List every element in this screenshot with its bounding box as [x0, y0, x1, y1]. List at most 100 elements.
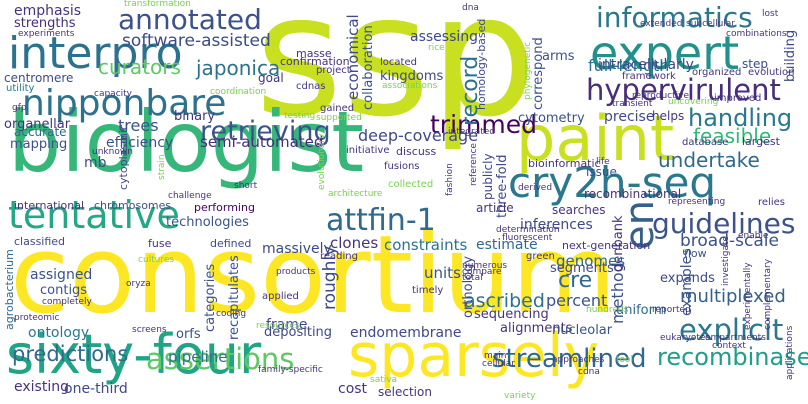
word-depositing: depositing: [264, 325, 333, 340]
word-next-generation: next-generation: [562, 239, 651, 252]
word-uniform: uniform: [616, 303, 667, 318]
word-arms: arms: [542, 49, 575, 64]
word-reading: reading: [320, 251, 358, 262]
word-mb: mb: [84, 155, 107, 171]
word-cytometry: cytometry: [518, 111, 585, 126]
word-combinations: combinations: [726, 29, 787, 39]
word-organized: organized: [692, 67, 742, 78]
word-gfp: gfp: [12, 103, 27, 113]
word-mapping: mapping: [10, 137, 68, 152]
word-flow: flow: [684, 247, 707, 260]
word-proteomic: proteomic: [14, 313, 60, 323]
word-compartments: compartments: [700, 333, 766, 343]
word-biologist: biologist: [8, 93, 365, 191]
word-trimmed: trimmed: [430, 110, 537, 139]
word-cdnas: cdnas: [296, 81, 326, 92]
word-goal: goal: [258, 71, 284, 85]
word-experiments: experiments: [18, 29, 75, 39]
word-defined: defined: [210, 237, 252, 250]
word-evolutionary: evolutionary: [317, 133, 327, 190]
word-variety: variety: [504, 391, 536, 401]
word-extended: extended: [640, 19, 683, 29]
word-technologies: technologies: [166, 215, 249, 230]
word-testing: testing: [284, 111, 316, 121]
word-applied: applied: [262, 291, 299, 302]
word-screens: screens: [132, 325, 167, 335]
word-rice: rice: [428, 43, 445, 53]
word-japonica: japonica: [196, 56, 281, 80]
word-collected: collected: [388, 179, 434, 190]
word-consortium: consortium: [10, 213, 617, 338]
word-total: total: [462, 273, 483, 283]
word-constraints: constraints: [384, 236, 468, 254]
word-undertake: undertake: [658, 148, 760, 172]
word-relies: relies: [758, 197, 785, 208]
word-emphasis: emphasis: [14, 3, 82, 19]
word-centromere: centromere: [4, 71, 74, 85]
word-binary: binary: [174, 109, 216, 124]
word-sequencing: sequencing: [474, 307, 549, 322]
word-predictions: predictions: [12, 342, 129, 366]
word-nipponbare: nipponbare: [22, 83, 227, 124]
word-evolution: evolution: [748, 67, 795, 78]
word-step: step: [742, 57, 768, 71]
word-streamlined: streamlined: [492, 344, 647, 374]
word-chromosomes: chromosomes: [94, 199, 172, 212]
word-largest: largest: [742, 135, 780, 148]
word-architecture: architecture: [328, 189, 383, 199]
word-interpro: interpro: [8, 28, 183, 79]
word-products: products: [276, 267, 316, 277]
word-expert: expert: [590, 26, 740, 80]
word-collaboration: collaboration: [361, 25, 376, 110]
word-estimate: estimate: [476, 237, 538, 253]
word-ascribed: ascribed: [464, 290, 545, 312]
word-numerous: numerous: [462, 261, 508, 271]
word-hypervirulent: hypervirulent: [586, 73, 781, 107]
word-semi-automated: semi-automated: [200, 133, 324, 151]
word-pipeline: pipeline: [168, 348, 228, 366]
word-segments: segments: [550, 261, 614, 276]
word-transformation: transformation: [124, 0, 191, 9]
word-issue: issue: [586, 165, 617, 179]
word-tool: tool: [616, 355, 634, 365]
word-fashion: fashion: [445, 163, 455, 196]
word-frame: frame: [266, 317, 308, 333]
word-selection: selection: [378, 385, 432, 399]
word-inferences: inferences: [520, 217, 593, 233]
word-coding: coding: [216, 309, 247, 319]
word-transient: transient: [612, 99, 653, 109]
word-sixty-four: sixty-four: [6, 323, 262, 386]
word-homology-based: homology-based: [475, 18, 488, 110]
word-alignments: alignments: [500, 321, 573, 336]
word-uncovering: uncovering: [668, 97, 719, 107]
word-software-assisted: software-assisted: [122, 31, 271, 51]
word-coordination: coordination: [210, 87, 267, 97]
word-project: project: [316, 65, 351, 76]
word-short: short: [234, 181, 258, 191]
word-hundreds: hundreds: [586, 305, 629, 315]
word-ontology: ontology: [28, 325, 90, 341]
word-intracellularly: intracellularly: [598, 57, 694, 73]
word-strengths: strengths: [14, 16, 76, 31]
word-expands: expands: [660, 271, 715, 286]
word-contigs: contigs: [40, 283, 88, 298]
word-genomes: genomes: [556, 252, 626, 270]
word-nucleolar: nucleolar: [552, 323, 613, 338]
word-ssp: ssp: [255, 0, 537, 154]
word-framework: framework: [622, 71, 676, 82]
word-supported: supported: [316, 113, 362, 123]
word-eukaryotes: eukaryotes: [660, 333, 711, 343]
word-discuss: discuss: [396, 145, 437, 158]
word-sparsely: sparsely: [348, 321, 600, 391]
word-efficiency: efficiency: [106, 135, 174, 151]
word-representing: representing: [668, 197, 726, 207]
word-main: main: [484, 351, 507, 361]
word-feasible: feasible: [693, 124, 772, 148]
word-integrated: integrated: [448, 127, 495, 137]
word-precise: precise: [604, 109, 655, 125]
word-cultures: cultures: [138, 255, 175, 265]
word-reported: reported: [652, 305, 691, 315]
word-classified: classified: [14, 235, 66, 248]
word-strain: strain: [157, 154, 167, 180]
word-explicit: explicit: [679, 313, 784, 347]
